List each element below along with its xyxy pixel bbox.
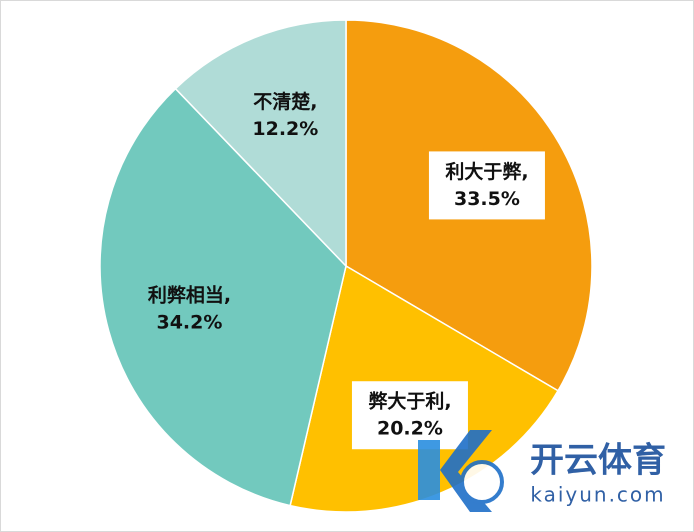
value-label: 12.2%: [252, 118, 318, 140]
value-label: 33.5%: [454, 188, 520, 210]
logo-ball: [460, 460, 504, 504]
category-label: 利大于弊,: [445, 160, 528, 183]
value-label: 20.2%: [377, 418, 443, 440]
category-label: 利弊相当,: [148, 284, 231, 307]
slice: [174, 19, 347, 268]
category-label: 弊大于利,: [368, 390, 451, 413]
category-label: 不清楚,: [253, 90, 317, 113]
watermark-title: 开云体育: [530, 441, 666, 481]
slice: [99, 87, 347, 507]
value-label: 34.2%: [156, 312, 222, 334]
label-box: [351, 381, 468, 450]
logo-bar: [418, 440, 440, 500]
pie: [99, 19, 593, 513]
watermark-url: kaiyun.com: [530, 483, 665, 507]
label-box: [428, 151, 545, 220]
labels: 利大于弊, 33.5% 弊大于利, 20.2% 利弊相当, 34.2% 不清楚, 12.2%: [148, 90, 545, 450]
watermark: 开云体育 kaiyun.com: [418, 430, 666, 512]
